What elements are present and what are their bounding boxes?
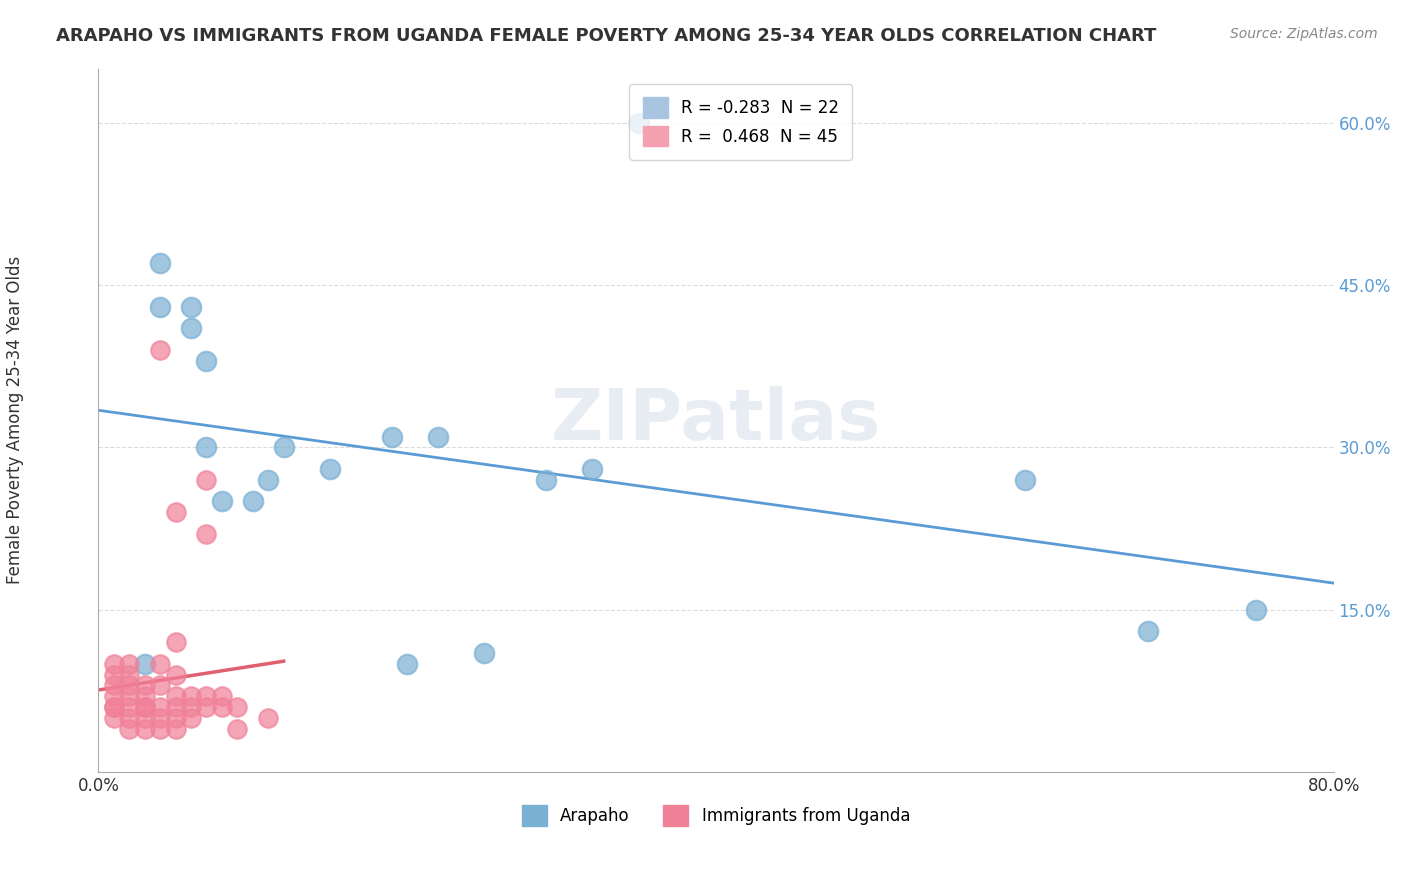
Point bbox=[103, 700, 125, 714]
Point bbox=[149, 256, 172, 270]
Point bbox=[149, 300, 172, 314]
Y-axis label: Female Poverty Among 25-34 Year Olds: Female Poverty Among 25-34 Year Olds bbox=[6, 256, 24, 584]
Point bbox=[103, 690, 125, 704]
Point bbox=[103, 657, 125, 671]
Point bbox=[134, 690, 156, 704]
Point bbox=[257, 473, 280, 487]
Point bbox=[134, 722, 156, 736]
Point bbox=[118, 690, 141, 704]
Point bbox=[195, 353, 218, 368]
Point bbox=[118, 667, 141, 681]
Point bbox=[211, 690, 233, 704]
Point bbox=[134, 678, 156, 692]
Point bbox=[226, 722, 249, 736]
Point bbox=[180, 300, 202, 314]
Point bbox=[165, 505, 187, 519]
Point bbox=[165, 667, 187, 681]
Point bbox=[211, 494, 233, 508]
Point bbox=[195, 473, 218, 487]
Point bbox=[165, 722, 187, 736]
Point bbox=[180, 321, 202, 335]
Point bbox=[195, 700, 218, 714]
Point bbox=[165, 711, 187, 725]
Point bbox=[211, 700, 233, 714]
Point bbox=[103, 667, 125, 681]
Point bbox=[149, 657, 172, 671]
Point bbox=[118, 657, 141, 671]
Point bbox=[396, 657, 419, 671]
Text: ZIPatlas: ZIPatlas bbox=[551, 385, 882, 455]
Point bbox=[381, 429, 404, 443]
Point bbox=[195, 441, 218, 455]
Point bbox=[149, 700, 172, 714]
Point bbox=[165, 690, 187, 704]
Point bbox=[149, 722, 172, 736]
Point bbox=[242, 494, 264, 508]
Point bbox=[1246, 603, 1268, 617]
Point bbox=[134, 700, 156, 714]
Point bbox=[118, 678, 141, 692]
Point bbox=[534, 473, 557, 487]
Point bbox=[180, 711, 202, 725]
Point bbox=[319, 462, 342, 476]
Point bbox=[149, 711, 172, 725]
Point bbox=[103, 711, 125, 725]
Point bbox=[273, 441, 295, 455]
Point bbox=[134, 657, 156, 671]
Point bbox=[149, 678, 172, 692]
Point bbox=[103, 678, 125, 692]
Point bbox=[118, 711, 141, 725]
Point bbox=[474, 646, 496, 660]
Point bbox=[134, 700, 156, 714]
Point bbox=[226, 700, 249, 714]
Point bbox=[118, 722, 141, 736]
Text: ARAPAHO VS IMMIGRANTS FROM UGANDA FEMALE POVERTY AMONG 25-34 YEAR OLDS CORRELATI: ARAPAHO VS IMMIGRANTS FROM UGANDA FEMALE… bbox=[56, 27, 1157, 45]
Legend: Arapaho, Immigrants from Uganda: Arapaho, Immigrants from Uganda bbox=[513, 797, 918, 834]
Point bbox=[1137, 624, 1160, 639]
Point bbox=[180, 700, 202, 714]
Point bbox=[134, 711, 156, 725]
Point bbox=[118, 700, 141, 714]
Point bbox=[581, 462, 603, 476]
Text: Source: ZipAtlas.com: Source: ZipAtlas.com bbox=[1230, 27, 1378, 41]
Point bbox=[1014, 473, 1036, 487]
Point bbox=[257, 711, 280, 725]
Point bbox=[165, 700, 187, 714]
Point bbox=[180, 690, 202, 704]
Point bbox=[165, 635, 187, 649]
Point bbox=[195, 527, 218, 541]
Point bbox=[103, 700, 125, 714]
Point bbox=[427, 429, 450, 443]
Point bbox=[149, 343, 172, 357]
Point bbox=[627, 115, 650, 129]
Point bbox=[195, 690, 218, 704]
